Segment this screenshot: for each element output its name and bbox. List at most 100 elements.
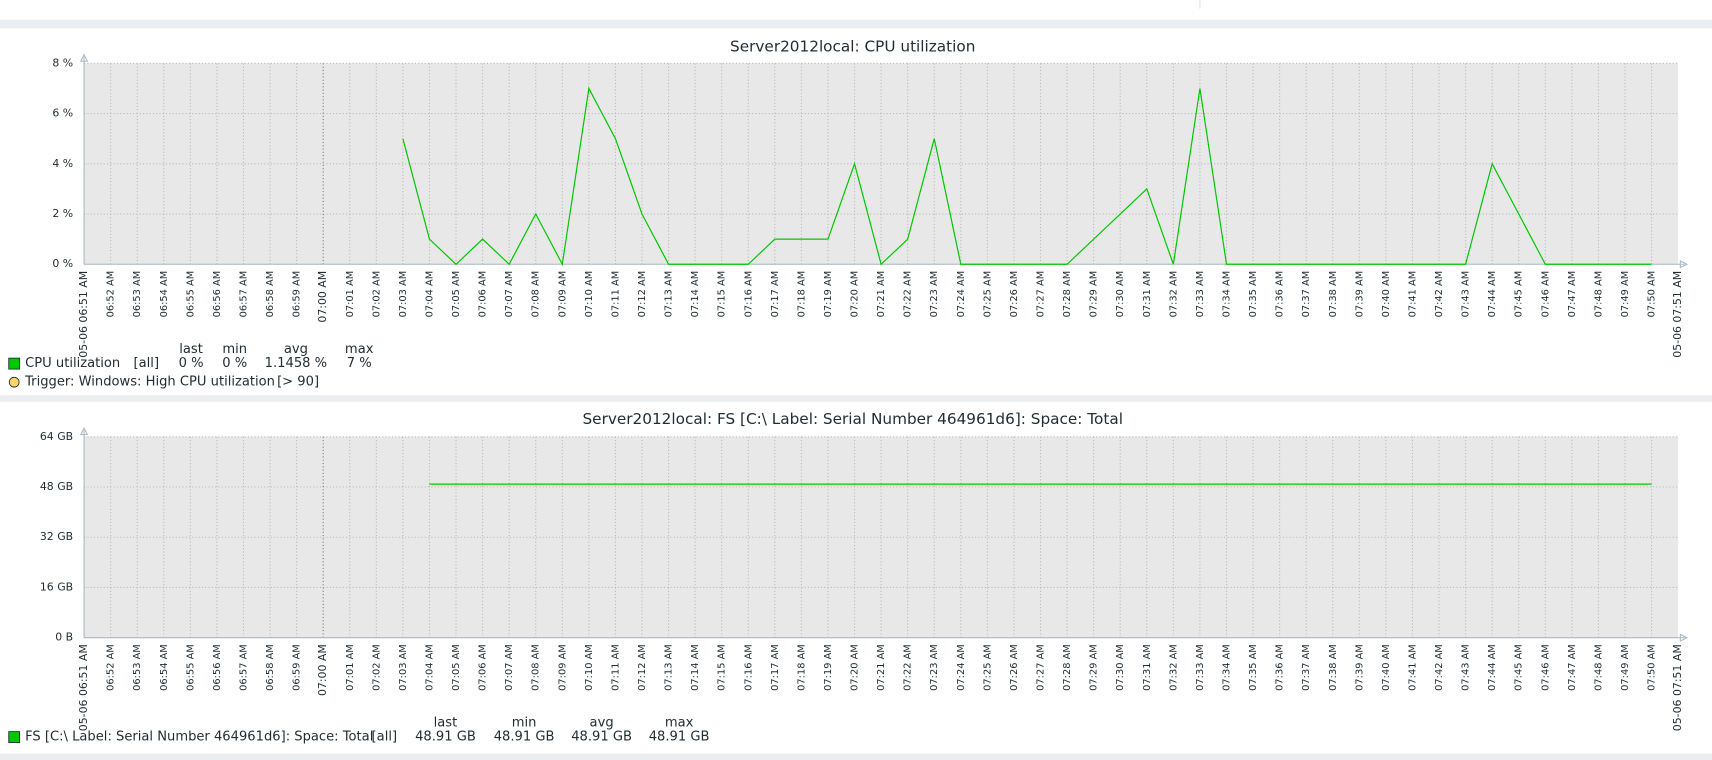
x-tick-label: 07:33 AM: [1195, 644, 1206, 691]
x-tick-label: 07:32 AM: [1168, 644, 1179, 691]
legend-name: CPU utilization: [25, 356, 120, 371]
x-tick-label: 07:38 AM: [1328, 271, 1339, 318]
x-tick-label: 07:43 AM: [1461, 644, 1472, 691]
x-tick-label: 07:45 AM: [1514, 271, 1525, 318]
x-tick-label: 07:40 AM: [1381, 644, 1392, 691]
x-tick-label: 06:54 AM: [159, 644, 170, 691]
x-tick-label: 07:50 AM: [1647, 271, 1658, 318]
x-tick-label: 05-06 07:51 AM: [1671, 644, 1684, 731]
x-tick-label: 07:30 AM: [1115, 271, 1126, 318]
x-tick-label: 07:21 AM: [876, 271, 887, 318]
x-tick-label: 07:45 AM: [1514, 644, 1525, 691]
x-tick-label: 06:58 AM: [265, 271, 276, 318]
x-tick-label: 07:42 AM: [1434, 644, 1445, 691]
y-tick-label: 0 %: [52, 257, 73, 270]
x-tick-label: 07:09 AM: [557, 644, 568, 691]
y-tick-label: 0 B: [55, 631, 73, 644]
x-tick-label: 06:53 AM: [132, 271, 143, 318]
x-tick-label: 07:44 AM: [1487, 271, 1498, 318]
x-tick-label: 07:33 AM: [1195, 271, 1206, 318]
x-tick-label: 07:16 AM: [743, 271, 754, 318]
x-tick-label: 07:38 AM: [1328, 644, 1339, 691]
x-tick-label: 07:44 AM: [1487, 644, 1498, 691]
legend-function: [all]: [134, 356, 160, 371]
legend-stat: 48.91 GB: [571, 730, 632, 745]
x-tick-label: 07:23 AM: [929, 271, 940, 318]
x-tick-label: 07:18 AM: [796, 271, 807, 318]
x-tick-label: 06:55 AM: [185, 644, 196, 691]
x-tick-label: 05-06 06:51 AM: [77, 644, 90, 731]
trigger-condition: [> 90]: [277, 375, 319, 390]
legend-header: last: [434, 715, 458, 730]
x-tick-label: 07:36 AM: [1275, 644, 1286, 691]
x-tick-label: 07:12 AM: [637, 644, 648, 691]
axis-arrow: [1679, 633, 1689, 642]
x-tick-label: 07:27 AM: [1036, 271, 1047, 318]
x-tick-label: 07:39 AM: [1354, 644, 1365, 691]
legend-header: last: [179, 342, 203, 357]
x-tick-label: 07:15 AM: [717, 644, 728, 691]
x-tick-label: 07:36 AM: [1275, 271, 1286, 318]
x-tick-label: 07:14 AM: [690, 271, 701, 318]
x-tick-label: 07:06 AM: [478, 271, 489, 318]
x-tick-label: 07:07 AM: [504, 644, 515, 691]
x-tick-label: 07:02 AM: [371, 271, 382, 318]
x-tick-label: 07:03 AM: [398, 644, 409, 691]
legend-swatch: [8, 357, 21, 370]
x-tick-label: 07:10 AM: [584, 271, 595, 318]
x-tick-label: 07:26 AM: [1009, 644, 1020, 691]
x-tick-label: 07:39 AM: [1354, 271, 1365, 318]
y-tick-label: 32 GB: [40, 530, 73, 543]
x-tick-label: 07:20 AM: [850, 644, 861, 691]
axis-arrow: [1679, 260, 1689, 269]
x-tick-label: 06:55 AM: [185, 271, 196, 318]
legend-name: FS [C:\ Label: Serial Number 464961d6]: …: [25, 730, 373, 745]
x-tick-label: 07:29 AM: [1089, 271, 1100, 318]
x-tick-label: 07:06 AM: [478, 644, 489, 691]
x-tick-label: 07:35 AM: [1248, 644, 1259, 691]
legend-swatch: [8, 731, 21, 743]
legend-header: min: [512, 715, 537, 730]
y-tick-label: 64 GB: [40, 430, 73, 443]
x-tick-label: 07:50 AM: [1647, 644, 1658, 691]
legend-header: avg: [590, 715, 614, 730]
x-tick-label: 07:28 AM: [1062, 271, 1073, 318]
x-tick-label: 06:58 AM: [265, 644, 276, 691]
x-tick-label: 07:41 AM: [1407, 271, 1418, 318]
x-tick-label: 07:37 AM: [1301, 644, 1312, 691]
y-tick-label: 4 %: [52, 157, 73, 170]
x-tick-label: 06:59 AM: [292, 271, 303, 318]
x-tick-label: 07:48 AM: [1593, 271, 1604, 318]
legend-header: min: [222, 342, 247, 357]
x-tick-label: 07:37 AM: [1301, 271, 1312, 318]
x-tick-label: 06:57 AM: [238, 271, 249, 318]
legend-stat: 1.1458 %: [265, 356, 327, 371]
x-tick-label: 07:09 AM: [557, 271, 568, 318]
y-tick-label: 2 %: [52, 207, 73, 220]
x-tick-label: 07:14 AM: [690, 644, 701, 691]
trigger-icon: [8, 376, 20, 388]
x-tick-label: 07:24 AM: [956, 644, 967, 691]
x-tick-label: 07:00 AM: [316, 644, 329, 696]
x-tick-label: 07:13 AM: [664, 271, 675, 318]
x-tick-label: 07:47 AM: [1567, 271, 1578, 318]
data-line: [402, 86, 1652, 267]
x-tick-label: 07:17 AM: [770, 271, 781, 318]
x-tick-label: 05-06 07:51 AM: [1671, 271, 1684, 358]
x-tick-label: 07:25 AM: [982, 271, 993, 318]
graph-title: Server2012local: FS [C:\ Label: Serial N…: [582, 410, 1122, 428]
x-tick-label: 07:22 AM: [903, 644, 914, 691]
x-tick-label: 07:18 AM: [796, 644, 807, 691]
x-tick-label: 07:49 AM: [1620, 644, 1631, 691]
y-tick-label: 48 GB: [40, 480, 73, 493]
x-tick-label: 07:19 AM: [823, 271, 834, 318]
x-tick-label: 07:12 AM: [637, 271, 648, 318]
x-tick-label: 07:47 AM: [1567, 644, 1578, 691]
x-tick-label: 07:21 AM: [876, 644, 887, 691]
legend-header: max: [665, 715, 694, 730]
x-tick-label: 06:54 AM: [159, 271, 170, 318]
x-tick-label: 07:19 AM: [823, 644, 834, 691]
x-tick-label: 07:02 AM: [371, 644, 382, 691]
